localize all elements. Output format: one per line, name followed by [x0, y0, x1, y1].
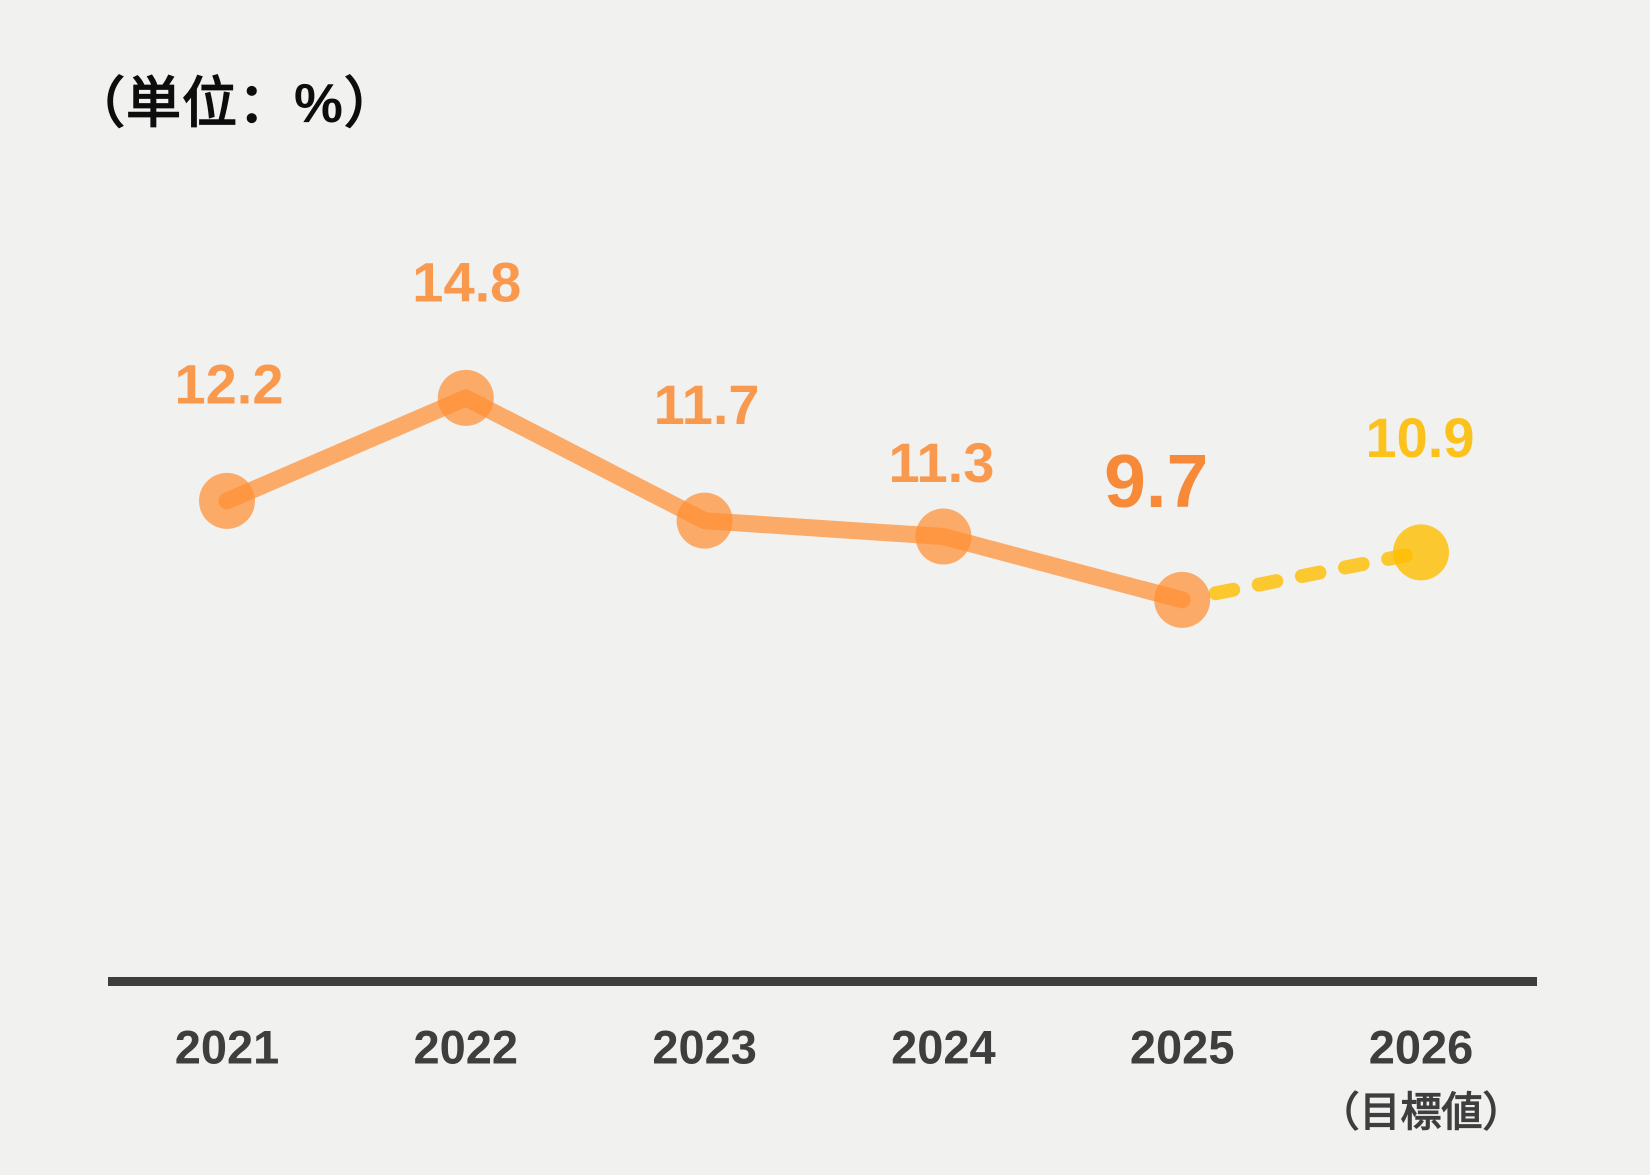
data-point-2025 — [1154, 571, 1211, 628]
x-tick-2021: 2021 — [175, 1021, 280, 1074]
value-label-2026: 10.9 — [1366, 406, 1475, 469]
data-point-2021 — [199, 472, 255, 529]
value-label-2024: 11.3 — [888, 431, 994, 494]
x-tick-2025: 2025 — [1130, 1021, 1235, 1074]
x-tick-2024: 2024 — [891, 1021, 996, 1074]
value-label-2023: 11.7 — [654, 373, 760, 436]
data-point-2023 — [676, 492, 733, 549]
value-label-2025: 9.7 — [1104, 439, 1208, 523]
data-point-2022 — [437, 369, 494, 426]
target-dash-line — [1208, 545, 1428, 601]
data-point-2026 — [1393, 524, 1449, 581]
x-tick-sublabel: （目標値） — [1319, 1089, 1524, 1135]
value-label-2021: 12.2 — [175, 352, 284, 415]
x-tick-2026: 2026 — [1369, 1021, 1474, 1074]
x-tick-2023: 2023 — [652, 1021, 757, 1074]
x-tick-2022: 2022 — [414, 1021, 519, 1074]
data-point-2024 — [915, 508, 972, 565]
value-label-2022: 14.8 — [412, 250, 521, 313]
unit-label: （単位：%） — [70, 72, 400, 134]
